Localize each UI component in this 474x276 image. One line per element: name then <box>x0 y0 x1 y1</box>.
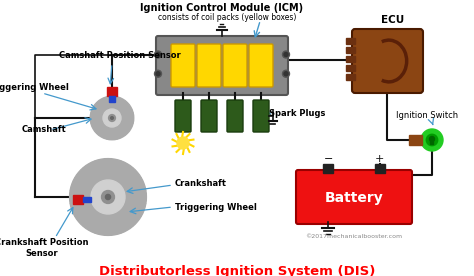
Wedge shape <box>112 118 128 139</box>
Bar <box>375 164 385 173</box>
Text: Distributorless Ignition System (DIS): Distributorless Ignition System (DIS) <box>99 264 375 276</box>
Bar <box>346 65 355 71</box>
Bar <box>323 164 333 173</box>
Circle shape <box>429 137 435 142</box>
Wedge shape <box>108 197 146 216</box>
Wedge shape <box>75 197 108 226</box>
Wedge shape <box>90 112 112 124</box>
Bar <box>346 56 355 62</box>
Wedge shape <box>112 112 134 124</box>
Wedge shape <box>91 118 112 133</box>
Circle shape <box>155 70 162 77</box>
Text: Camshaft Position Sensor: Camshaft Position Sensor <box>59 51 181 60</box>
Wedge shape <box>108 197 121 235</box>
Text: Battery: Battery <box>325 191 383 205</box>
Bar <box>107 87 117 96</box>
Text: +: + <box>375 154 384 164</box>
Circle shape <box>103 109 121 127</box>
Wedge shape <box>112 97 128 118</box>
Bar <box>346 47 355 53</box>
Text: Crankshaft: Crankshaft <box>175 179 227 187</box>
Wedge shape <box>108 159 121 197</box>
FancyBboxPatch shape <box>223 44 247 87</box>
Text: Spark Plugs: Spark Plugs <box>269 108 325 118</box>
FancyBboxPatch shape <box>197 44 221 87</box>
Text: Ignition Control Module (ICM): Ignition Control Module (ICM) <box>140 3 303 13</box>
Circle shape <box>284 52 288 57</box>
Wedge shape <box>112 118 133 133</box>
Wedge shape <box>106 96 118 118</box>
Wedge shape <box>70 178 108 197</box>
FancyBboxPatch shape <box>156 36 288 95</box>
Wedge shape <box>70 190 108 204</box>
Wedge shape <box>83 197 108 233</box>
Circle shape <box>95 101 129 135</box>
Text: Camshaft: Camshaft <box>22 126 67 134</box>
Wedge shape <box>70 197 108 216</box>
Wedge shape <box>108 197 141 226</box>
Circle shape <box>101 190 114 203</box>
FancyBboxPatch shape <box>171 44 195 87</box>
Text: consists of coil packs (yellow boxes): consists of coil packs (yellow boxes) <box>158 12 296 22</box>
Wedge shape <box>108 178 146 197</box>
FancyBboxPatch shape <box>201 100 217 132</box>
Wedge shape <box>95 159 108 197</box>
Wedge shape <box>83 161 108 197</box>
Wedge shape <box>112 103 133 118</box>
Circle shape <box>177 137 189 149</box>
Bar <box>430 139 434 144</box>
Wedge shape <box>75 168 108 197</box>
Text: Crankshaft Position
Sensor: Crankshaft Position Sensor <box>0 238 89 258</box>
Wedge shape <box>108 197 133 233</box>
Circle shape <box>110 117 113 119</box>
Bar <box>409 135 422 145</box>
Text: ©2017mechanicalbooster.com: ©2017mechanicalbooster.com <box>305 235 402 240</box>
FancyBboxPatch shape <box>253 100 269 132</box>
Wedge shape <box>95 197 108 235</box>
Text: ECU: ECU <box>381 15 404 25</box>
Circle shape <box>155 51 162 58</box>
Bar <box>83 197 91 202</box>
Circle shape <box>283 70 290 77</box>
Bar <box>73 195 83 204</box>
Bar <box>109 96 115 102</box>
Circle shape <box>109 115 116 121</box>
Wedge shape <box>91 103 112 118</box>
Text: Triggering Wheel: Triggering Wheel <box>175 203 257 211</box>
FancyBboxPatch shape <box>249 44 273 87</box>
Circle shape <box>283 51 290 58</box>
Circle shape <box>91 180 125 214</box>
FancyBboxPatch shape <box>175 100 191 132</box>
Circle shape <box>421 129 443 151</box>
Bar <box>346 74 355 80</box>
Text: Ignition Switch: Ignition Switch <box>396 112 458 121</box>
Circle shape <box>284 72 288 76</box>
Wedge shape <box>97 97 112 118</box>
Bar <box>346 38 355 44</box>
FancyBboxPatch shape <box>296 170 412 224</box>
Circle shape <box>78 167 138 227</box>
Wedge shape <box>108 190 146 204</box>
FancyBboxPatch shape <box>227 100 243 132</box>
Circle shape <box>105 195 110 200</box>
Text: −: − <box>324 154 333 164</box>
FancyBboxPatch shape <box>352 29 423 93</box>
Wedge shape <box>108 168 141 197</box>
Circle shape <box>426 134 438 146</box>
Wedge shape <box>97 118 112 139</box>
Circle shape <box>156 52 160 57</box>
Circle shape <box>156 72 160 76</box>
Wedge shape <box>106 118 118 140</box>
Text: Triggering Wheel: Triggering Wheel <box>0 84 69 92</box>
Wedge shape <box>108 161 133 197</box>
